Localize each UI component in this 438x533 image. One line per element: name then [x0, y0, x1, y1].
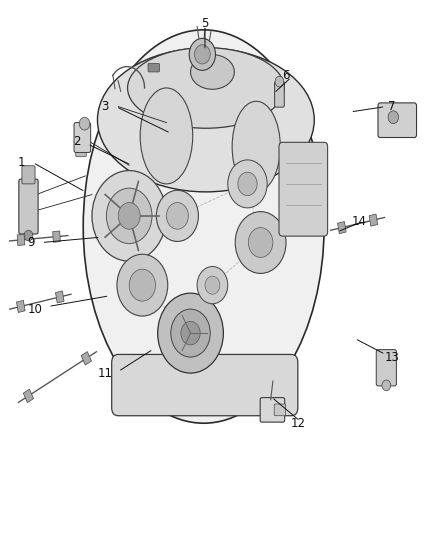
- Text: 10: 10: [28, 303, 42, 316]
- Circle shape: [156, 190, 198, 241]
- Circle shape: [228, 160, 267, 208]
- Text: 14: 14: [352, 215, 367, 228]
- Text: 9: 9: [27, 236, 35, 249]
- Circle shape: [238, 172, 257, 196]
- FancyBboxPatch shape: [279, 142, 328, 236]
- Polygon shape: [23, 389, 34, 402]
- FancyBboxPatch shape: [112, 354, 298, 416]
- Circle shape: [106, 188, 152, 244]
- Text: 7: 7: [388, 100, 396, 113]
- Polygon shape: [369, 214, 378, 226]
- Circle shape: [248, 228, 273, 257]
- Polygon shape: [17, 234, 25, 246]
- FancyBboxPatch shape: [275, 82, 284, 107]
- Circle shape: [24, 230, 33, 241]
- Text: 1: 1: [17, 156, 25, 169]
- Text: 2: 2: [73, 135, 81, 148]
- Circle shape: [118, 203, 140, 229]
- Circle shape: [205, 276, 220, 294]
- Circle shape: [189, 38, 215, 70]
- Text: 12: 12: [290, 417, 305, 430]
- FancyBboxPatch shape: [148, 63, 159, 72]
- FancyBboxPatch shape: [22, 166, 35, 184]
- FancyBboxPatch shape: [274, 404, 286, 416]
- Text: 11: 11: [98, 367, 113, 379]
- Circle shape: [92, 171, 166, 261]
- Polygon shape: [81, 352, 92, 365]
- Circle shape: [171, 309, 210, 357]
- Circle shape: [388, 111, 399, 124]
- FancyBboxPatch shape: [376, 350, 396, 386]
- Text: 5: 5: [201, 18, 208, 30]
- Circle shape: [158, 293, 223, 373]
- Polygon shape: [17, 301, 25, 312]
- Circle shape: [181, 321, 200, 345]
- Polygon shape: [56, 291, 64, 303]
- FancyBboxPatch shape: [76, 148, 86, 157]
- Ellipse shape: [140, 88, 193, 184]
- Circle shape: [129, 269, 155, 301]
- Circle shape: [197, 266, 228, 304]
- Text: 3: 3: [102, 100, 109, 113]
- Ellipse shape: [83, 30, 324, 423]
- Text: 13: 13: [385, 351, 399, 364]
- FancyBboxPatch shape: [19, 179, 38, 234]
- FancyBboxPatch shape: [74, 123, 91, 152]
- Ellipse shape: [232, 101, 280, 192]
- Circle shape: [194, 45, 210, 64]
- Ellipse shape: [97, 48, 314, 192]
- Ellipse shape: [191, 55, 234, 89]
- Circle shape: [382, 380, 391, 391]
- Ellipse shape: [127, 47, 284, 128]
- Circle shape: [117, 254, 168, 316]
- Circle shape: [79, 117, 90, 130]
- Circle shape: [235, 212, 286, 273]
- FancyBboxPatch shape: [260, 398, 285, 422]
- Circle shape: [275, 76, 284, 87]
- FancyBboxPatch shape: [378, 103, 417, 138]
- Circle shape: [166, 203, 188, 229]
- Polygon shape: [53, 231, 60, 243]
- Text: 6: 6: [282, 69, 290, 82]
- Polygon shape: [338, 222, 346, 233]
